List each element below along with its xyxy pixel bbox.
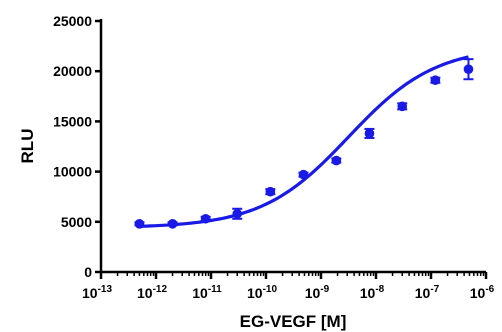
x-tick-label-base: 10 [137,285,153,301]
y-tick-label: 20000 [53,63,92,79]
data-point [232,208,243,219]
data-point [167,219,178,229]
y-tick-label: 0 [84,264,92,280]
data-point [430,75,441,86]
x-tick-label-exponent: -6 [485,284,494,295]
x-tick-label-base: 10 [470,285,486,301]
plot-area [134,55,474,229]
data-point [265,186,276,197]
data-point [364,128,375,139]
data-point [298,169,309,180]
y-axis: 0 5000 10000 15000 20000 25000 [53,13,103,280]
y-tick-label: 5000 [61,214,92,230]
x-tick-label: 10-9 [305,284,330,301]
x-axis: 10-13 10-12 10-11 10-10 10-9 10-8 10-7 10-6 [82,270,495,301]
y-tick-label: 10000 [53,164,92,180]
x-axis-title: EG-VEGF [M] [240,312,347,331]
x-tick-label: 10-6 [470,284,495,301]
x-tick-label: 10-13 [82,284,112,301]
x-tick-label: 10-12 [137,284,167,301]
y-tick-label: 25000 [53,13,92,29]
x-tick-label: 10-10 [247,284,277,301]
x-tick-label-exponent: -10 [263,284,278,295]
x-tick-label-exponent: -12 [153,284,168,295]
x-tick-label: 10-11 [192,284,222,301]
data-point [397,101,408,112]
x-tick-label-base: 10 [415,285,431,301]
y-tick-label: 15000 [53,113,92,129]
x-tick-label-base: 10 [247,285,263,301]
data-point [463,64,474,74]
x-tick-label-exponent: -7 [430,284,439,295]
x-tick-label-exponent: -9 [320,284,329,295]
data-point [134,219,145,229]
y-axis-title: RLU [18,129,37,164]
x-tick-label: 10-8 [360,284,385,301]
data-point [331,155,342,166]
x-tick-label-exponent: -8 [375,284,384,295]
x-tick-label-base: 10 [305,285,321,301]
x-tick-label-exponent: -13 [98,284,113,295]
x-tick-label-base: 10 [192,285,208,301]
x-tick-label: 10-7 [415,284,440,301]
x-tick-label-base: 10 [360,285,376,301]
fit-curve [139,55,469,228]
data-point [200,213,211,224]
x-tick-label-exponent: -11 [208,284,222,295]
x-tick-label-base: 10 [82,285,98,301]
